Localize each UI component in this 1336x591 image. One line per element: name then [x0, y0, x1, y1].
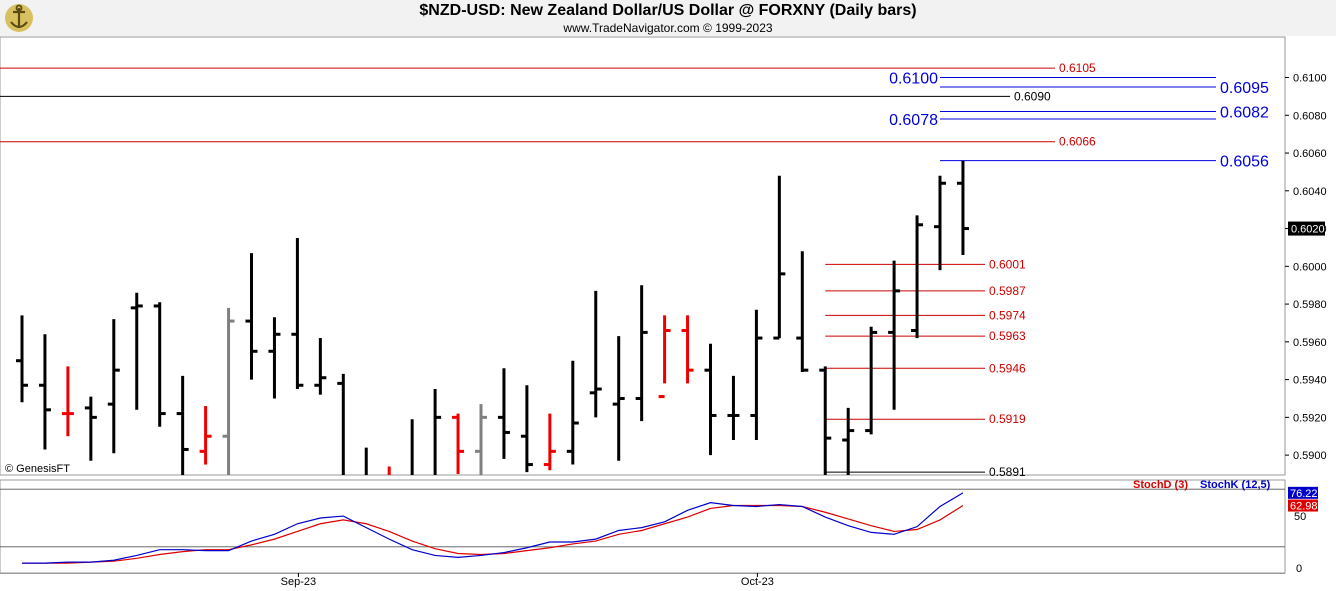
- stoch-k-line: [22, 492, 964, 564]
- level-label: 0.6056: [1220, 154, 1269, 171]
- price-tick-label: 0.6100: [1293, 73, 1327, 85]
- price-tick-label: 0.6080: [1293, 110, 1327, 122]
- level-label: 0.5919: [989, 412, 1026, 426]
- price-tick-label: 0.6060: [1293, 148, 1327, 160]
- price-tick-label: 0.5900: [1293, 450, 1327, 462]
- price-tick-label: 0.5980: [1293, 299, 1327, 311]
- stoch-tick-label: 50: [1294, 511, 1306, 523]
- stoch-k-legend: StochK (12,5): [1200, 479, 1271, 491]
- level-label: 0.6100: [889, 71, 938, 88]
- ohlc-bars: [16, 160, 969, 475]
- level-label: 0.5987: [989, 284, 1026, 298]
- price-tick-label: 0.6000: [1293, 261, 1327, 273]
- price-tick-label: 0.5960: [1293, 337, 1327, 349]
- level-label: 0.6090: [1014, 89, 1051, 103]
- last-price-box: [1288, 221, 1325, 236]
- level-label: 0.6001: [989, 257, 1026, 271]
- level-label: 0.5974: [989, 308, 1026, 322]
- time-tick-label: Sep-23: [281, 576, 316, 588]
- level-label: 0.6095: [1220, 80, 1269, 97]
- level-label: 0.6105: [1059, 61, 1096, 75]
- price-tick-label: 0.5940: [1293, 375, 1327, 387]
- chart-title: $NZD-USD: New Zealand Dollar/US Dollar @…: [419, 2, 917, 19]
- anchor-logo-icon: [5, 4, 33, 32]
- last-price-label: 0.6020: [1291, 224, 1325, 236]
- stoch-k-value: 76.22: [1290, 488, 1318, 500]
- stoch-d-value: 62.98: [1290, 501, 1318, 513]
- level-label: 0.5946: [989, 361, 1026, 375]
- level-label: 0.5963: [989, 329, 1026, 343]
- level-label: 0.5891: [989, 465, 1026, 479]
- stochastic-panel: [0, 479, 1286, 574]
- price-tick-label: 0.5920: [1293, 412, 1327, 424]
- time-tick-label: Oct-23: [741, 576, 774, 588]
- stoch-k-value-box: [1288, 486, 1318, 499]
- stoch-tick-label: 0: [1296, 563, 1302, 575]
- chart-subtitle: www.TradeNavigator.com © 1999-2023: [563, 21, 773, 35]
- price-tick-label: 0.6040: [1293, 186, 1327, 198]
- level-label: 0.6082: [1220, 105, 1269, 122]
- copyright-label: © GenesisFT: [5, 463, 70, 475]
- level-label: 0.6078: [889, 112, 938, 129]
- stoch-d-value-box: [1288, 499, 1318, 512]
- level-label: 0.6066: [1059, 135, 1096, 149]
- chart-header: $NZD-USD: New Zealand Dollar/US Dollar @…: [0, 0, 1336, 36]
- stoch-d-legend: StochD (3): [1133, 479, 1188, 491]
